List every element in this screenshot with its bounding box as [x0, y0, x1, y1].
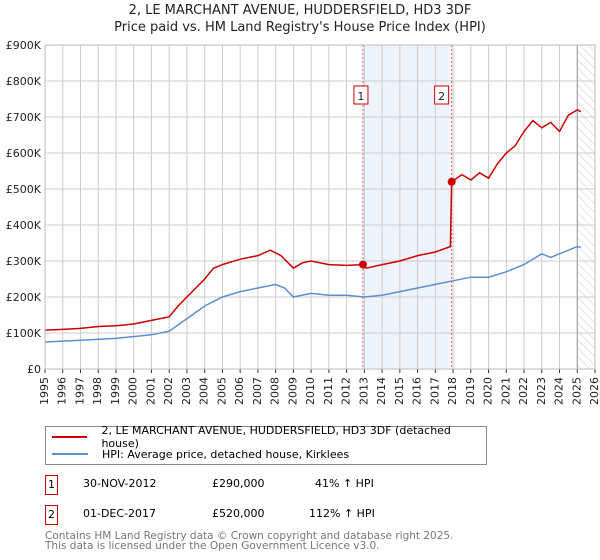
transaction-price: £290,000	[212, 477, 265, 490]
x-tick-label: 2007	[251, 377, 264, 405]
y-tick-label: £800K	[6, 75, 42, 88]
x-tick-label: 2016	[411, 377, 424, 405]
legend-swatch-red	[52, 436, 88, 438]
x-tick-label: 1997	[73, 377, 86, 405]
forecast-hatch	[577, 45, 595, 369]
y-tick-label: £600K	[6, 147, 42, 160]
x-tick-label: 2005	[215, 377, 228, 405]
x-tick-label: 2026	[588, 377, 600, 405]
x-tick-label: 2017	[428, 377, 441, 405]
x-tick-label: 2006	[233, 377, 246, 405]
sale-point	[358, 260, 367, 269]
transaction-hpi: 41% ↑ HPI	[315, 477, 374, 490]
x-tick-label: 2001	[144, 377, 157, 405]
x-tick-label: 2002	[162, 377, 175, 405]
x-tick-label: 2003	[180, 377, 193, 405]
sale-marker-box	[353, 85, 369, 105]
x-tick-label: 2024	[553, 377, 566, 405]
y-tick-label: £400K	[6, 219, 42, 232]
x-tick-label: 1996	[56, 377, 69, 405]
x-tick-label: 2020	[482, 377, 495, 405]
series-line-property	[44, 108, 582, 331]
y-tick-label: £100K	[6, 327, 42, 340]
sale-marker-label: 2	[438, 90, 445, 103]
y-tick-label: £900K	[6, 39, 42, 52]
x-tick-label: 2004	[198, 377, 211, 405]
x-tick-label: 2025	[570, 377, 583, 405]
x-tick-label: 2019	[464, 377, 477, 405]
transaction-date: 30-NOV-2012	[83, 477, 157, 490]
legend-item-property: 2, LE MARCHANT AVENUE, HUDDERSFIELD, HD3…	[46, 424, 486, 450]
legend-label: HPI: Average price, detached house, Kirk…	[102, 447, 350, 461]
x-tick-label: 2022	[517, 377, 530, 405]
footer: Contains HM Land Registry data © Crown c…	[45, 530, 454, 552]
marker-badge: 1	[45, 475, 58, 495]
x-tick-label: 1999	[109, 377, 122, 405]
x-tick-label: 2013	[357, 377, 370, 405]
x-tick-label: 2012	[340, 377, 353, 405]
legend-item-hpi: HPI: Average price, detached house, Kirk…	[46, 446, 349, 462]
sale-marker-label: 1	[357, 90, 364, 103]
series-line-hpi	[44, 245, 581, 343]
x-tick-label: 2023	[535, 377, 548, 405]
x-tick-label: 2000	[127, 377, 140, 405]
x-tick-label: 1998	[91, 377, 104, 405]
y-tick-label: £200K	[6, 291, 42, 304]
plot-frame	[44, 44, 596, 370]
footer-line: Contains HM Land Registry data © Crown c…	[45, 530, 454, 542]
y-tick-label: £300K	[6, 255, 42, 268]
y-tick-label: £700K	[6, 111, 42, 124]
legend: 2, LE MARCHANT AVENUE, HUDDERSFIELD, HD3…	[45, 424, 487, 465]
x-tick-label: 2015	[393, 377, 406, 405]
transaction-hpi: 112% ↑ HPI	[309, 507, 375, 520]
x-tick-label: 2021	[499, 377, 512, 405]
sale-point	[447, 177, 456, 186]
x-tick-label: 2014	[375, 377, 388, 405]
legend-label: 2, LE MARCHANT AVENUE, HUDDERSFIELD, HD3…	[101, 424, 451, 450]
x-tick-label: 2011	[322, 377, 335, 405]
legend-swatch-blue	[52, 453, 88, 455]
chart-title: 2, LE MARCHANT AVENUE, HUDDERSFIELD, HD3…	[128, 3, 472, 18]
x-tick-label: 1995	[38, 377, 51, 405]
sale-marker-box	[434, 85, 450, 105]
transaction-price: £520,000	[212, 507, 265, 520]
marker-badge: 2	[45, 505, 58, 525]
x-tick-label: 2008	[269, 377, 282, 405]
price-chart: 1995 1996 1997 1998 1999 2000 2001 2002 2003 2004…	[6, 39, 600, 405]
footer-line: This data is licensed under the Open Gov…	[45, 540, 380, 552]
x-tick-label: 2018	[446, 377, 459, 405]
y-tick-label: £500K	[6, 183, 42, 196]
x-tick-label: 2010	[304, 377, 317, 405]
y-tick-label: £0	[27, 363, 41, 376]
chart-subtitle: Price paid vs. HM Land Registry's House …	[114, 20, 486, 35]
x-tick-label: 2009	[286, 377, 299, 405]
transaction-date: 01-DEC-2017	[83, 507, 157, 520]
